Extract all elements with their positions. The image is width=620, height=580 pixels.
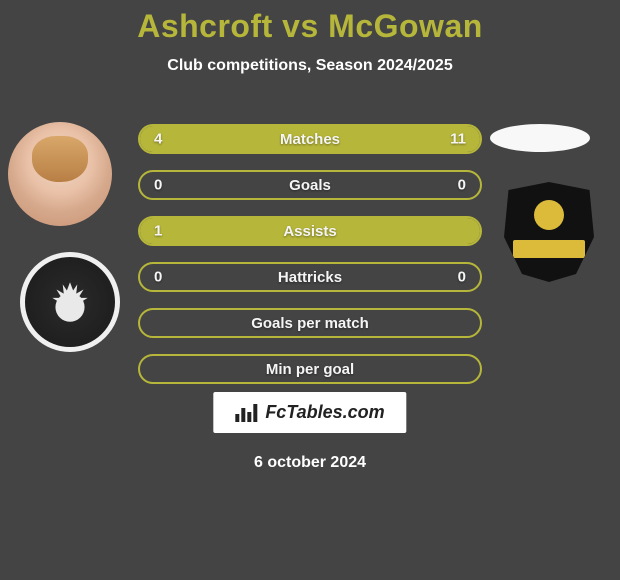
club-left-badge [20,252,120,352]
stat-row: Goals per match [138,308,482,338]
page-subtitle: Club competitions, Season 2024/2025 [0,57,620,75]
stat-fill-right [228,126,480,152]
bars-icon [235,404,257,422]
club-right-badge [498,178,600,286]
thistle-icon [44,276,96,328]
stat-label: Matches [280,131,340,148]
page-title: Ashcroft vs McGowan [0,8,620,45]
stat-value-left: 0 [154,177,162,194]
stat-row: Min per goal [138,354,482,384]
stat-label: Goals per match [251,315,369,332]
stat-value-left: 0 [154,269,162,286]
stat-value-left: 4 [154,131,162,148]
date-label: 6 october 2024 [0,454,620,472]
stat-label: Goals [289,177,331,194]
stat-row: 1 Assists [138,216,482,246]
brand-box: FcTables.com [213,392,406,433]
stat-label: Hattricks [278,269,342,286]
stat-row: 0 Goals 0 [138,170,482,200]
player-right-avatar [490,124,590,152]
stat-label: Min per goal [266,361,354,378]
stat-row: 0 Hattricks 0 [138,262,482,292]
stat-label: Assists [283,223,336,240]
shield-icon [504,182,594,282]
stat-value-right: 11 [450,131,466,148]
player-left-avatar [8,122,112,226]
stat-row: 4 Matches 11 [138,124,482,154]
brand-text: FcTables.com [265,402,384,423]
stats-list: 4 Matches 11 0 Goals 0 1 Assists 0 Hattricks 0 Goal… [138,124,482,400]
stat-value-left: 1 [154,223,162,240]
stat-value-right: 0 [458,177,466,194]
stat-value-right: 0 [458,269,466,286]
